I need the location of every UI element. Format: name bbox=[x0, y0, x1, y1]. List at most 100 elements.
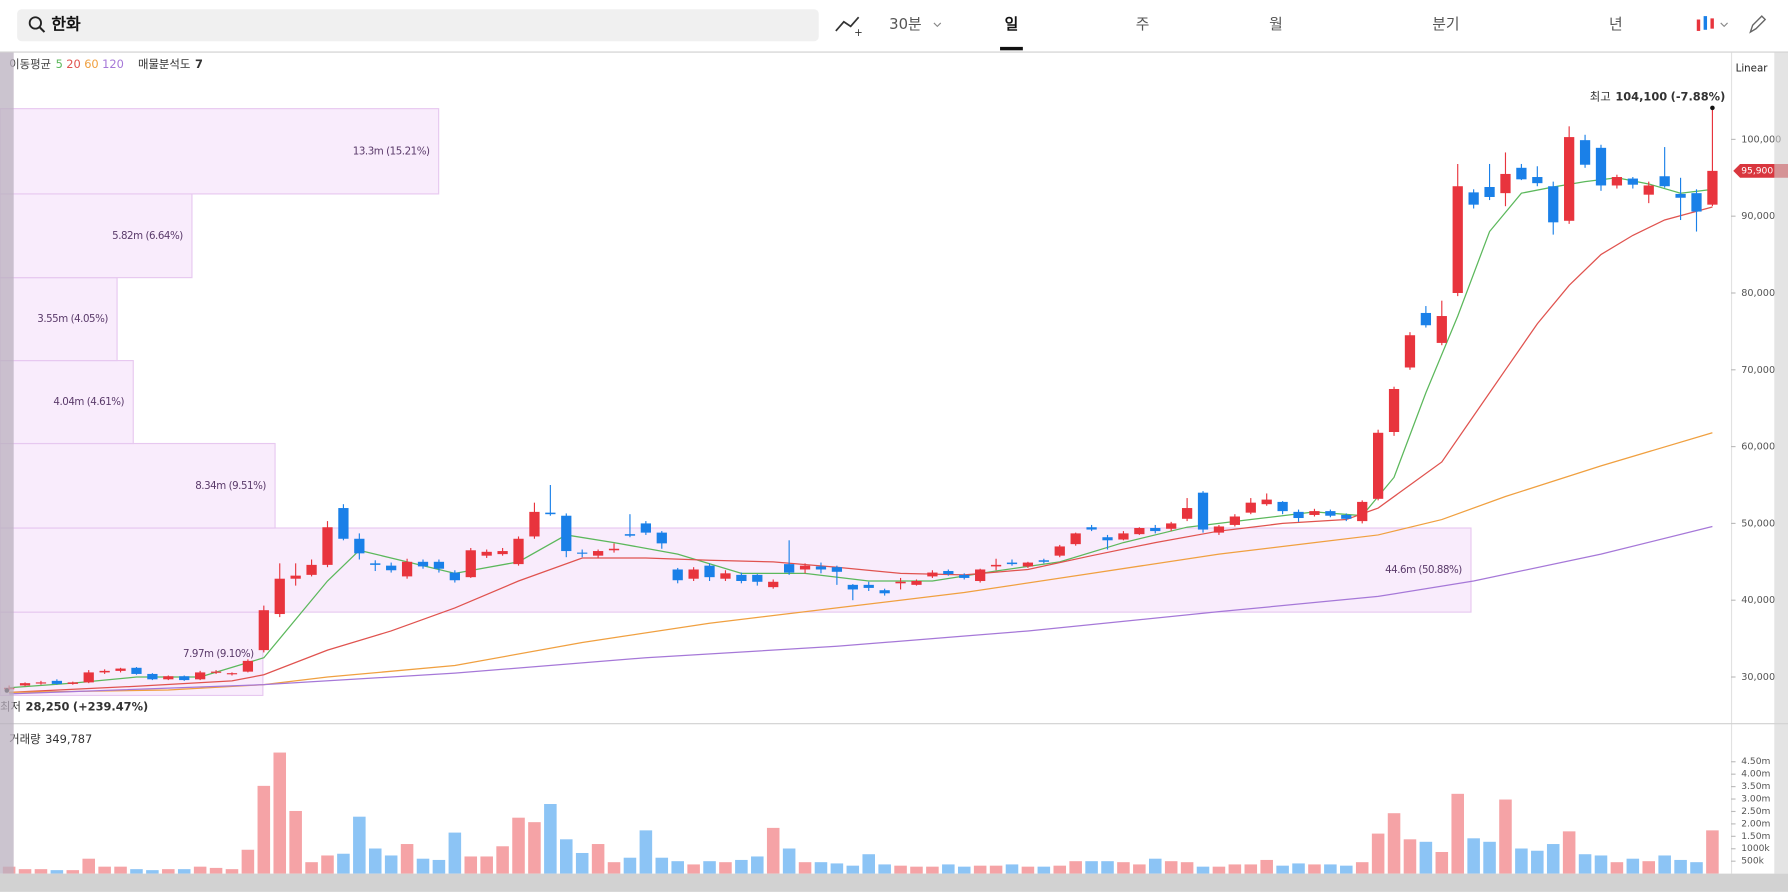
y-tick-label: 1000k bbox=[1741, 844, 1770, 854]
volume-bar bbox=[177, 869, 191, 874]
profile-count: 7 bbox=[195, 56, 203, 70]
candle-body bbox=[131, 667, 142, 674]
candle-body bbox=[1564, 137, 1575, 221]
candle-body bbox=[370, 563, 381, 565]
candle-body bbox=[863, 584, 874, 588]
candle-body bbox=[1309, 511, 1320, 515]
candle-body bbox=[19, 683, 31, 686]
volume-bar bbox=[1069, 861, 1082, 874]
volume-bar bbox=[1180, 862, 1194, 874]
period-tab[interactable]: 일 bbox=[1005, 16, 1019, 33]
volume-bar bbox=[1244, 864, 1258, 874]
volume-bar bbox=[1690, 862, 1703, 874]
candle-body bbox=[1022, 562, 1034, 567]
volume-bar bbox=[1292, 863, 1305, 874]
y-tick-label: 40,000 bbox=[1741, 595, 1775, 606]
volume-bar bbox=[782, 848, 796, 874]
candle-body bbox=[1500, 173, 1511, 194]
interval-selector[interactable]: 30분 bbox=[889, 16, 921, 33]
volume-bar bbox=[973, 865, 987, 874]
y-tick-label: 90,000 bbox=[1741, 211, 1775, 222]
period-tab[interactable]: 분기 bbox=[1432, 16, 1459, 33]
high-label-change: (-7.88%) bbox=[1671, 89, 1726, 103]
volume-bar bbox=[1260, 859, 1273, 874]
y-tick-label: 80,000 bbox=[1741, 288, 1775, 299]
indicator-icon[interactable] bbox=[835, 16, 860, 32]
candle-body bbox=[1532, 177, 1543, 184]
candle-body bbox=[831, 567, 843, 572]
indicator-plus: + bbox=[854, 27, 863, 39]
low-label-change: (+239.47%) bbox=[73, 699, 148, 713]
volume-bar bbox=[1403, 839, 1417, 874]
volume-bar bbox=[162, 869, 175, 874]
volume-bar bbox=[910, 866, 923, 874]
candle-body bbox=[433, 561, 445, 569]
volume-bar bbox=[894, 865, 907, 874]
period-tab[interactable]: 월 bbox=[1269, 16, 1283, 33]
candle-body bbox=[1261, 499, 1272, 505]
search-icon bbox=[28, 16, 42, 30]
volume-bar bbox=[544, 804, 557, 874]
profile-band bbox=[0, 442, 276, 529]
y-tick-label: 500k bbox=[1741, 857, 1764, 867]
candle-body bbox=[1707, 170, 1718, 205]
volume-bar bbox=[560, 839, 573, 874]
candle-body bbox=[1357, 501, 1368, 522]
candle-body bbox=[1643, 185, 1654, 195]
candle-body bbox=[847, 584, 858, 590]
chart-type-icon[interactable] bbox=[1703, 16, 1708, 30]
candle-body bbox=[83, 672, 94, 683]
volume-bar bbox=[719, 862, 732, 874]
candle-body bbox=[1372, 432, 1384, 499]
candle-body bbox=[1277, 501, 1288, 512]
volume-bar bbox=[353, 816, 366, 874]
candle-body bbox=[1691, 193, 1702, 212]
chart-type-icon[interactable] bbox=[1696, 19, 1701, 31]
volume-bar bbox=[225, 869, 239, 874]
period-tab[interactable]: 년 bbox=[1609, 16, 1623, 33]
draw-icon[interactable] bbox=[1749, 15, 1767, 34]
candle-body bbox=[720, 573, 731, 579]
candle-body bbox=[386, 565, 397, 571]
candle-body bbox=[147, 673, 158, 680]
volume-bar bbox=[575, 852, 589, 874]
candle-body bbox=[577, 552, 588, 554]
volume-bar bbox=[1308, 864, 1321, 874]
volume-bar bbox=[1706, 830, 1719, 874]
y-tick-label: 100,000 bbox=[1741, 134, 1781, 145]
volume-bar bbox=[1594, 855, 1608, 874]
candle-body bbox=[815, 566, 827, 570]
volume-bar bbox=[384, 855, 398, 874]
candle-body bbox=[1293, 511, 1304, 519]
search-text[interactable]: 한화 bbox=[51, 15, 81, 34]
plot: 30,000 40,000 50,000 60,000 70,000 80,000 90,0… bbox=[2, 107, 1781, 889]
chart-type-icon[interactable] bbox=[1710, 18, 1714, 29]
volume-bar bbox=[1085, 861, 1098, 874]
volume-bar bbox=[1435, 851, 1449, 874]
volume-bar bbox=[798, 862, 812, 874]
volume-bar bbox=[448, 832, 462, 874]
candle-body bbox=[322, 527, 333, 565]
candle-body bbox=[401, 561, 413, 577]
candle-body bbox=[1436, 316, 1447, 343]
volume-bar bbox=[830, 863, 844, 874]
period-tab[interactable]: 주 bbox=[1136, 16, 1150, 33]
search-box[interactable] bbox=[17, 9, 819, 42]
scale-toggle[interactable]: Linear bbox=[1736, 63, 1769, 75]
candle-body bbox=[513, 538, 524, 565]
volume-bar bbox=[464, 856, 478, 874]
candle-body bbox=[449, 572, 460, 581]
moving-average bbox=[9, 177, 1713, 689]
volume-bar bbox=[846, 865, 860, 874]
candle-body bbox=[1627, 178, 1638, 185]
y-tick-label: 30,000 bbox=[1741, 672, 1775, 683]
candle-body bbox=[1134, 528, 1145, 535]
date-axis bbox=[0, 873, 1788, 892]
volume-bar bbox=[607, 862, 621, 874]
profile-label: 8.34m (9.51%) bbox=[195, 480, 266, 492]
volume-bar bbox=[98, 866, 111, 874]
moving-average bbox=[9, 206, 1713, 694]
profile-label: 5.82m (6.64%) bbox=[112, 230, 183, 242]
candle-body bbox=[1118, 533, 1129, 540]
y-tick-label: 2.00m bbox=[1741, 819, 1770, 829]
